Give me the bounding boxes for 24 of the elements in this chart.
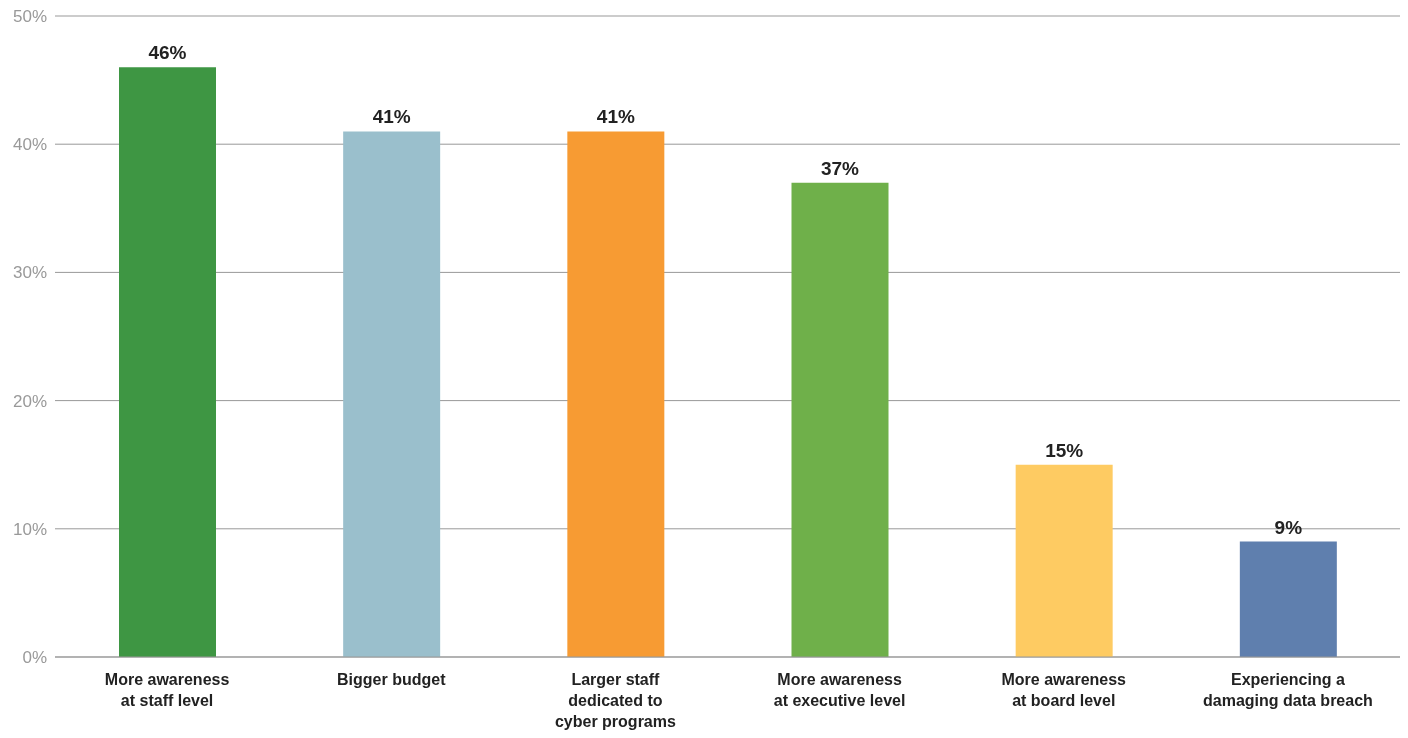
data-label: 9% (1274, 516, 1303, 538)
bar (119, 67, 216, 657)
y-tick-label: 10% (12, 519, 47, 539)
x-tick-label: Larger staff dedicated to cyber programs (554, 671, 676, 730)
y-tick-label: 40% (12, 135, 47, 155)
y-tick-label: 30% (12, 263, 47, 283)
data-label: 15% (1045, 439, 1084, 461)
x-tick-label: More awareness at executive level (773, 671, 906, 709)
bar (1239, 541, 1337, 657)
bar (343, 131, 441, 657)
x-tick-label: Experiencing a damaging data breach (1203, 671, 1373, 709)
bar (791, 182, 889, 657)
data-label: 41% (596, 106, 635, 128)
x-tick-label: More awareness at staff level (104, 671, 230, 709)
bar (567, 131, 665, 657)
data-label: 46% (148, 42, 187, 64)
data-label: 41% (372, 106, 411, 128)
data-label: 37% (820, 157, 860, 179)
y-tick-label: 0% (22, 648, 47, 668)
x-tick-label: More awareness at board level (1001, 671, 1127, 709)
bar (1015, 464, 1113, 657)
x-tick-label: Bigger budget (337, 671, 447, 688)
y-tick-label: 50% (12, 7, 47, 27)
y-tick-label: 20% (12, 391, 47, 411)
